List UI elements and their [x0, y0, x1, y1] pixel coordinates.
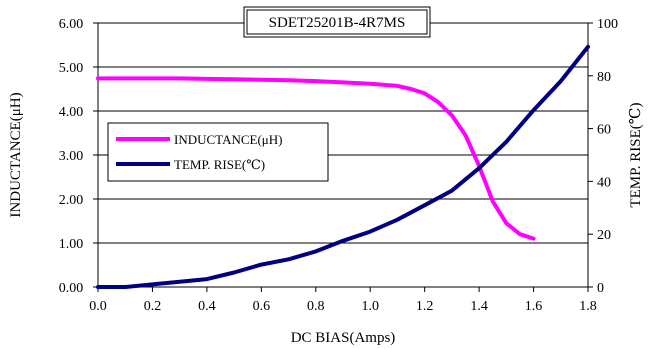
y-right-tick-label: 80 [597, 70, 611, 85]
y-right-tick-label: 100 [597, 17, 618, 32]
y-left-tick-label: 6.00 [59, 17, 84, 32]
x-tick-label: 0.8 [307, 299, 325, 314]
chart-title-box: SDET25201B-4R7MS [243, 6, 431, 38]
chart-title: SDET25201B-4R7MS [269, 15, 406, 31]
x-tick-label: 1.6 [525, 299, 543, 314]
y-axis-left-title: INDUCTANCE(μH) [8, 92, 24, 217]
x-tick-label: 0.0 [89, 299, 107, 314]
x-tick-label: 1.8 [579, 299, 597, 314]
y-right-tick-label: 40 [597, 175, 611, 190]
x-tick-label: 1.0 [361, 299, 379, 314]
x-axis-title: DC BIAS(Amps) [291, 330, 396, 346]
y-left-tick-label: 5.00 [59, 61, 84, 76]
y-axis-right: 0 20 40 60 80 100 [588, 17, 618, 296]
x-tick-label: 1.2 [416, 299, 434, 314]
y-axis-left: 0.00 1.00 2.00 3.00 4.00 5.00 6.00 [59, 17, 98, 296]
series-line-temp-rise [96, 44, 590, 289]
legend: INDUCTANCE(μH) TEMP. RISE(℃) [107, 122, 329, 182]
x-tick-label: 0.2 [144, 299, 162, 314]
y-left-tick-label: 1.00 [59, 237, 84, 252]
y-right-tick-label: 20 [597, 228, 611, 243]
series-layer [96, 44, 590, 289]
x-axis: 0.0 0.2 0.4 0.6 0.8 1.0 1.2 1.4 1.6 1.8 [89, 287, 597, 314]
y-left-tick-label: 3.00 [59, 149, 84, 164]
y-right-tick-label: 60 [597, 123, 611, 138]
y-left-tick-label: 4.00 [59, 105, 84, 120]
legend-label: TEMP. RISE(℃) [174, 157, 265, 172]
x-tick-label: 0.4 [198, 299, 216, 314]
x-tick-label: 0.6 [253, 299, 271, 314]
x-tick-label: 1.4 [470, 299, 488, 314]
legend-label: INDUCTANCE(μH) [174, 132, 282, 147]
y-axis-right-title: TEMP. RISE(℃) [628, 102, 644, 207]
legend-box [107, 122, 329, 182]
series-line-inductance [96, 76, 536, 241]
y-right-tick-label: 0 [597, 281, 604, 296]
y-left-tick-label: 0.00 [59, 281, 84, 296]
y-left-tick-label: 2.00 [59, 193, 84, 208]
